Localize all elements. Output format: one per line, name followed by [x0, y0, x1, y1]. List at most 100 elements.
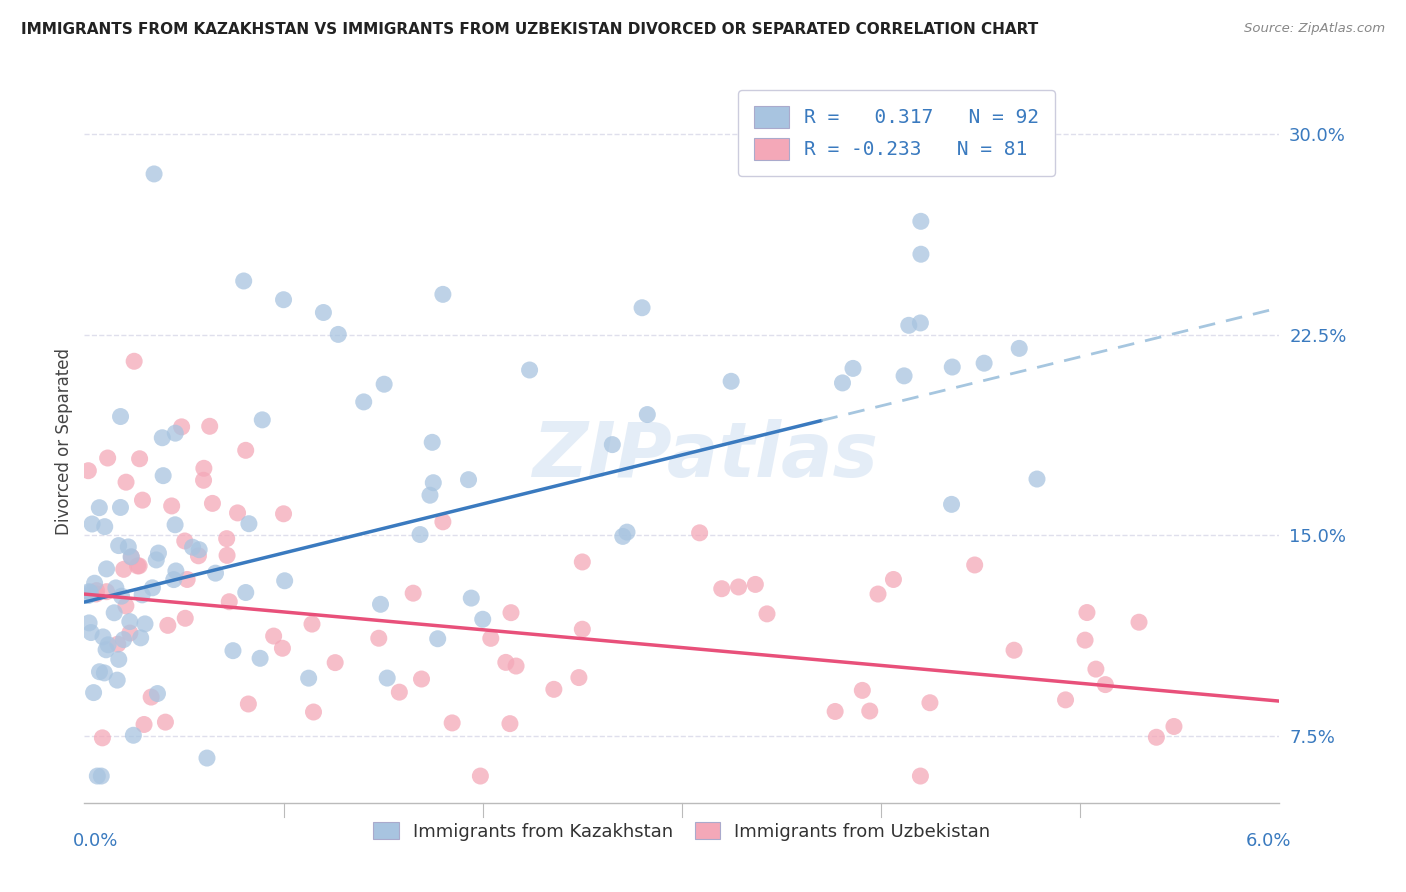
Point — [198, 419, 221, 434]
Point — [91, 731, 114, 745]
Point — [96, 562, 118, 576]
Point — [107, 637, 129, 651]
Point — [918, 696, 941, 710]
Point — [710, 582, 733, 596]
Point — [910, 247, 932, 261]
Point — [235, 585, 257, 599]
Point — [426, 632, 449, 646]
Point — [232, 274, 254, 288]
Point — [271, 641, 294, 656]
Point — [963, 558, 986, 572]
Point — [328, 327, 350, 342]
Point — [756, 607, 779, 621]
Point — [689, 525, 711, 540]
Point — [129, 631, 152, 645]
Point — [195, 751, 218, 765]
Point — [636, 408, 658, 422]
Legend: Immigrants from Kazakhstan, Immigrants from Uzbekistan: Immigrants from Kazakhstan, Immigrants f… — [366, 814, 998, 848]
Point — [367, 632, 389, 646]
Point — [118, 626, 141, 640]
Point — [602, 437, 624, 451]
Point — [720, 374, 742, 388]
Point — [505, 659, 527, 673]
Point — [181, 540, 204, 554]
Point — [156, 618, 179, 632]
Point — [115, 599, 138, 613]
Point — [273, 574, 295, 588]
Point — [96, 584, 118, 599]
Point — [77, 615, 100, 630]
Point — [83, 576, 105, 591]
Point — [411, 672, 433, 686]
Point — [174, 611, 197, 625]
Point — [165, 564, 187, 578]
Point — [1163, 719, 1185, 733]
Point — [131, 588, 153, 602]
Point — [1128, 615, 1150, 630]
Point — [204, 566, 226, 581]
Point — [568, 671, 591, 685]
Point — [128, 451, 150, 466]
Point — [86, 769, 108, 783]
Point — [1094, 677, 1116, 691]
Point — [1026, 472, 1049, 486]
Point — [238, 516, 260, 531]
Point — [94, 642, 117, 657]
Point — [152, 468, 174, 483]
Point — [422, 475, 444, 490]
Point — [238, 697, 260, 711]
Point — [441, 715, 464, 730]
Point — [148, 546, 170, 560]
Point — [571, 622, 593, 636]
Point — [188, 542, 211, 557]
Y-axis label: Divorced or Separated: Divorced or Separated — [55, 348, 73, 535]
Point — [432, 515, 454, 529]
Point — [170, 420, 193, 434]
Point — [353, 395, 375, 409]
Point — [470, 769, 492, 783]
Point — [79, 585, 101, 599]
Point — [110, 500, 132, 515]
Point — [80, 625, 103, 640]
Point — [146, 687, 169, 701]
Point — [235, 443, 257, 458]
Point — [543, 682, 565, 697]
Point — [263, 629, 285, 643]
Point — [1074, 633, 1097, 648]
Point — [173, 533, 195, 548]
Point — [941, 359, 963, 374]
Point — [107, 652, 129, 666]
Text: ZIPatlas: ZIPatlas — [533, 419, 879, 493]
Point — [131, 493, 153, 508]
Point — [727, 580, 749, 594]
Point — [91, 630, 114, 644]
Point — [1002, 643, 1025, 657]
Point — [77, 464, 100, 478]
Point — [107, 539, 129, 553]
Point — [375, 671, 398, 685]
Point — [910, 214, 932, 228]
Point — [110, 409, 132, 424]
Point — [105, 673, 128, 687]
Point — [460, 591, 482, 606]
Point — [201, 496, 224, 510]
Point — [409, 527, 432, 541]
Point — [420, 435, 443, 450]
Point — [499, 606, 522, 620]
Point — [103, 606, 125, 620]
Point — [373, 377, 395, 392]
Point — [631, 301, 654, 315]
Point — [499, 716, 522, 731]
Point — [831, 376, 853, 390]
Point — [519, 363, 541, 377]
Point — [226, 506, 249, 520]
Point — [273, 293, 295, 307]
Point — [145, 553, 167, 567]
Point — [941, 497, 963, 511]
Point — [249, 651, 271, 665]
Point — [973, 356, 995, 370]
Point — [83, 685, 105, 699]
Point — [89, 500, 111, 515]
Point — [90, 769, 112, 783]
Point — [842, 361, 865, 376]
